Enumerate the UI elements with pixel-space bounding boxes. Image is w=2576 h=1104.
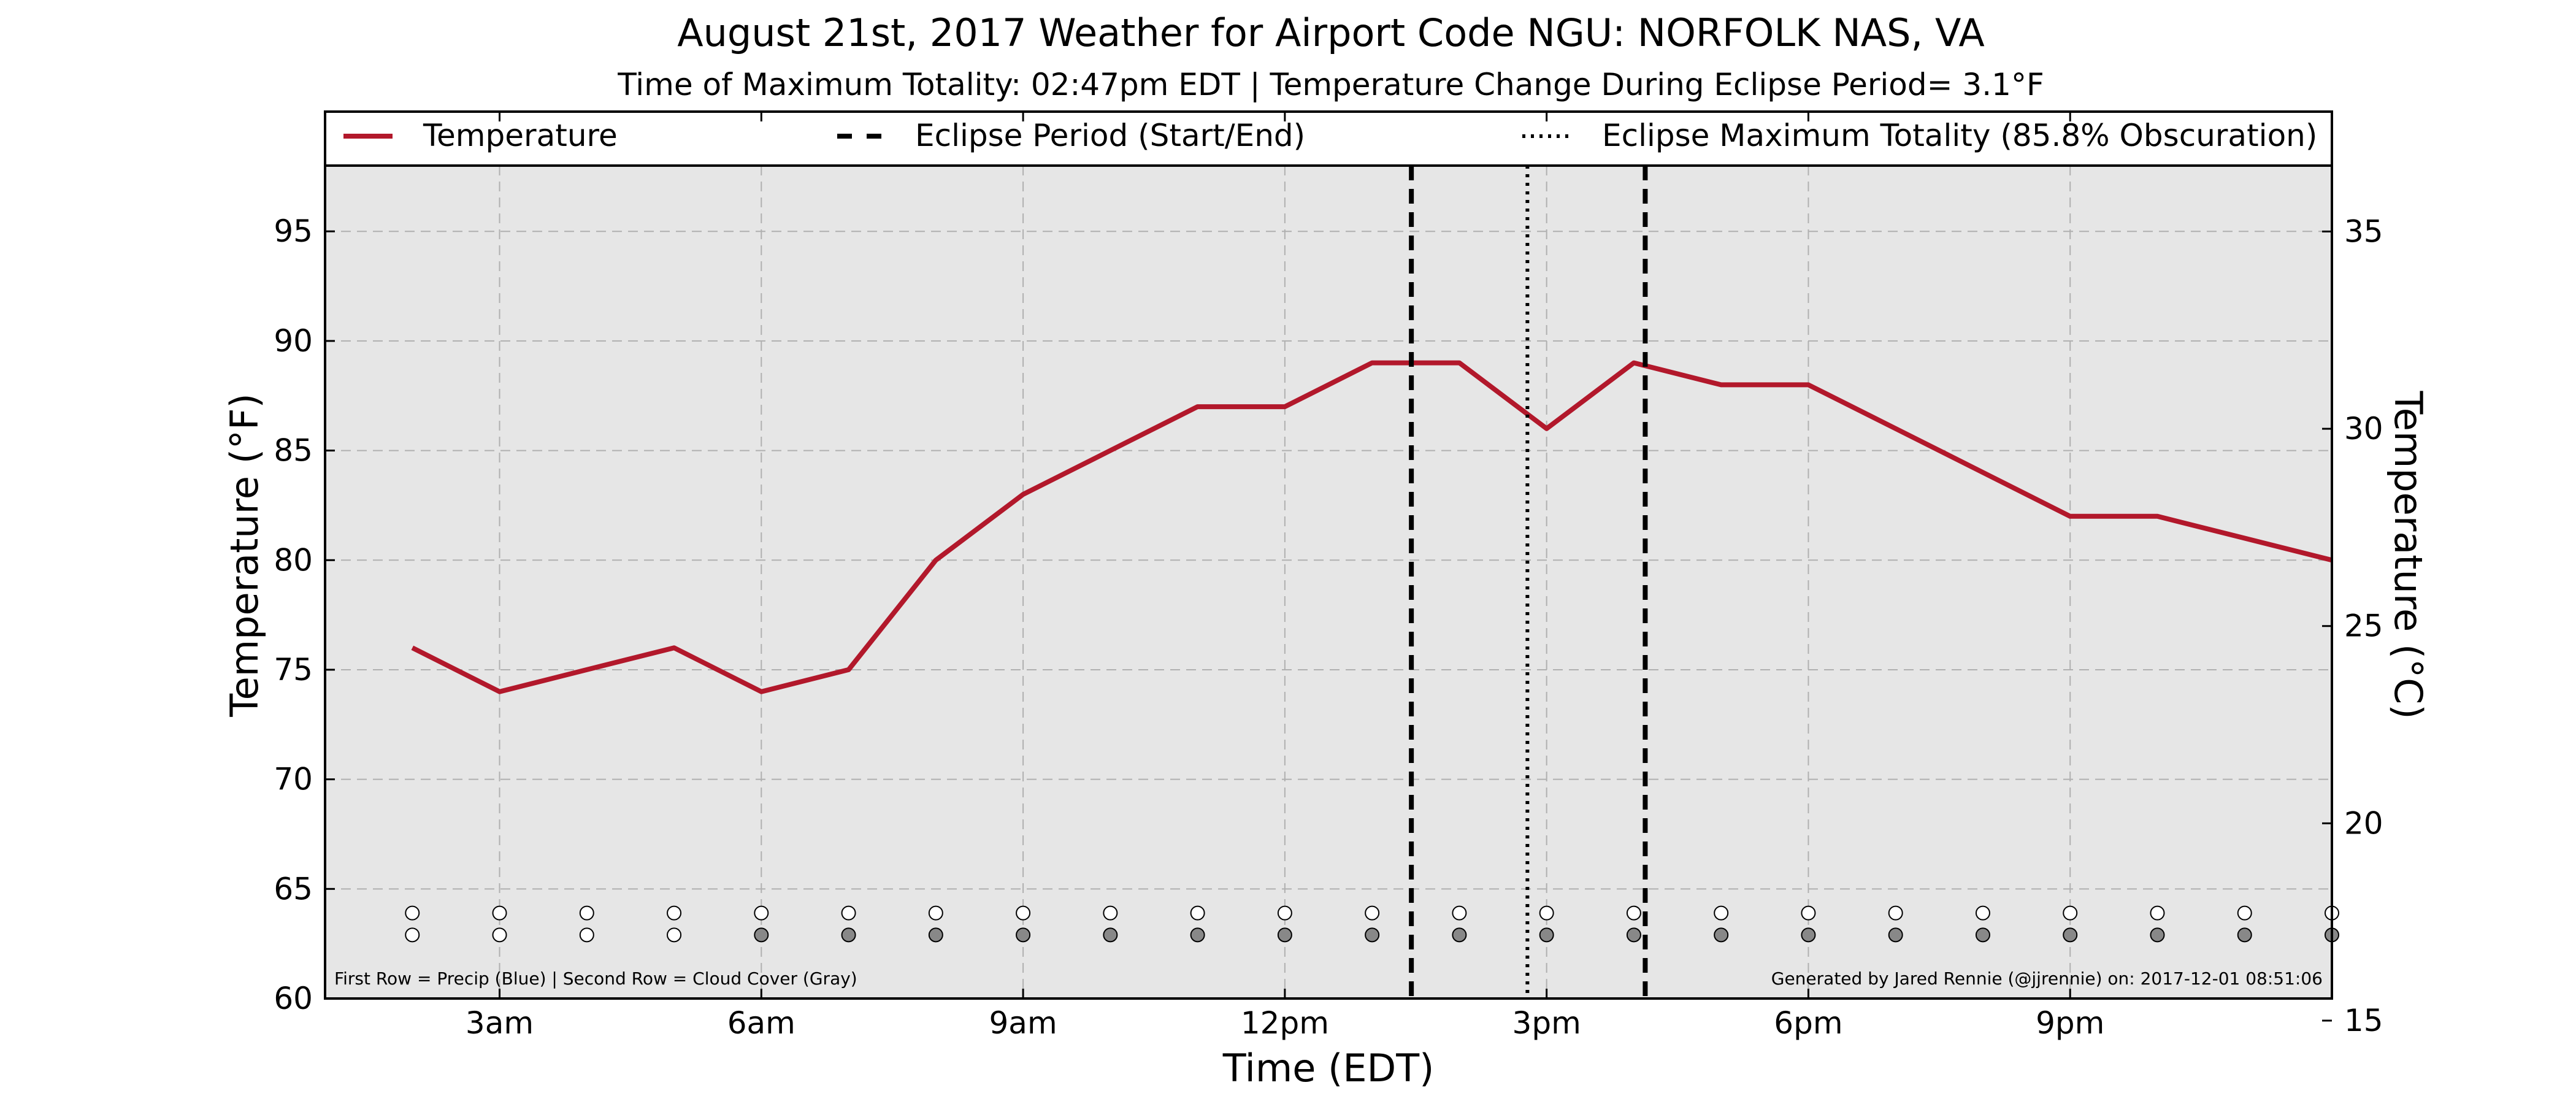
x-tick-label: 9pm: [2036, 1005, 2104, 1041]
cloud-cover-marker: [492, 927, 507, 943]
temperature-line: [411, 360, 2333, 694]
cloud-cover-marker: [1452, 927, 1467, 943]
precip-marker: [1452, 905, 1467, 921]
cloud-cover-marker: [1539, 927, 1554, 943]
precip-marker: [1016, 905, 1031, 921]
cloud-cover-marker: [2237, 927, 2252, 943]
chart-subtitle: Time of Maximum Totality: 02:47pm EDT | …: [617, 67, 2044, 102]
y-axis-label: Temperature (°F): [222, 393, 267, 717]
precip-cloud-markers: [405, 905, 2339, 943]
y-axis-ticks: 60 65 70 75 80 85 90 95: [274, 213, 335, 1016]
y2-tick-label: 15: [2344, 1003, 2383, 1038]
cloud-cover-marker: [1277, 927, 1292, 943]
precip-marker: [2063, 905, 2078, 921]
y2-axis-label: Temperature (°C): [2386, 390, 2431, 719]
precip-marker: [579, 905, 594, 921]
y-tick-label: 60: [274, 981, 313, 1016]
precip-marker: [928, 905, 943, 921]
grid-lines: [325, 166, 2332, 999]
cloud-cover-marker: [2150, 927, 2165, 943]
precip-marker: [1975, 905, 1990, 921]
precip-marker: [405, 905, 420, 921]
cloud-cover-marker: [1190, 927, 1205, 943]
footer-note-left: First Row = Precip (Blue) | Second Row =…: [334, 968, 857, 989]
legend-label-max-totality: Eclipse Maximum Totality (85.8% Obscurat…: [1602, 118, 2317, 153]
cloud-cover-marker: [1975, 927, 1990, 943]
y-tick-label: 90: [274, 323, 313, 359]
eclipse-lines: [1409, 166, 1648, 999]
y2-tick-label: 20: [2344, 805, 2383, 841]
y2-tick-label: 25: [2344, 608, 2383, 644]
cloud-cover-marker: [1365, 927, 1380, 943]
cloud-cover-marker: [754, 927, 769, 943]
plot-frame: [324, 110, 2333, 1000]
legend-label-eclipse-period: Eclipse Period (Start/End): [915, 118, 1305, 153]
cloud-cover-marker: [1626, 927, 1641, 943]
x-tick-label: 9am: [989, 1005, 1057, 1041]
y-tick-label: 75: [274, 652, 313, 688]
cloud-cover-marker: [1103, 927, 1118, 943]
precip-marker: [841, 905, 856, 921]
cloud-cover-marker: [1016, 927, 1031, 943]
y-tick-label: 65: [274, 871, 313, 907]
y-tick-label: 95: [274, 213, 313, 249]
precip-marker: [667, 905, 682, 921]
cloud-cover-marker: [841, 927, 856, 943]
precip-marker: [1539, 905, 1554, 921]
chart-title: August 21st, 2017 Weather for Airport Co…: [677, 10, 1985, 55]
y-tick-label: 70: [274, 762, 313, 797]
plot-area: [325, 166, 2332, 999]
precip-marker: [1277, 905, 1292, 921]
cloud-cover-marker: [928, 927, 943, 943]
precip-marker: [1365, 905, 1380, 921]
cloud-cover-marker: [667, 927, 682, 943]
y2-tick-label: 35: [2344, 213, 2383, 249]
cloud-cover-marker: [1888, 927, 1903, 943]
x-tick-label: 6am: [727, 1005, 795, 1041]
precip-marker: [1888, 905, 1903, 921]
y2-axis-ticks: 15 20 25 30 35: [2322, 213, 2383, 1038]
cloud-cover-marker: [1801, 927, 1816, 943]
precip-marker: [492, 905, 507, 921]
precip-marker: [1626, 905, 1641, 921]
cloud-cover-marker: [1714, 927, 1729, 943]
precip-marker: [1801, 905, 1816, 921]
x-tick-label: 3am: [466, 1005, 534, 1041]
precip-marker: [1190, 905, 1205, 921]
precip-marker: [754, 905, 769, 921]
temperature-series: [411, 360, 2333, 694]
y-tick-label: 85: [274, 433, 313, 469]
x-axis-ticks: 3am 6am 9am 12pm 3pm 6pm 9pm: [466, 112, 2104, 1041]
y2-tick-label: 30: [2344, 411, 2383, 447]
y-tick-label: 80: [274, 542, 313, 578]
x-tick-label: 3pm: [1512, 1005, 1581, 1041]
legend: Temperature Eclipse Period (Start/End) E…: [343, 118, 2317, 153]
x-tick-label: 6pm: [1774, 1005, 1842, 1041]
legend-label-temperature: Temperature: [423, 118, 618, 153]
precip-marker: [2150, 905, 2165, 921]
precip-marker: [1103, 905, 1118, 921]
precip-marker: [2237, 905, 2252, 921]
cloud-cover-marker: [579, 927, 594, 943]
precip-marker: [1714, 905, 1729, 921]
cloud-cover-marker: [405, 927, 420, 943]
x-tick-label: 12pm: [1241, 1005, 1329, 1041]
footer-note-right: Generated by Jared Rennie (@jjrennie) on…: [1771, 968, 2323, 989]
cloud-cover-marker: [2063, 927, 2078, 943]
x-axis-label: Time (EDT): [1222, 1046, 1435, 1091]
